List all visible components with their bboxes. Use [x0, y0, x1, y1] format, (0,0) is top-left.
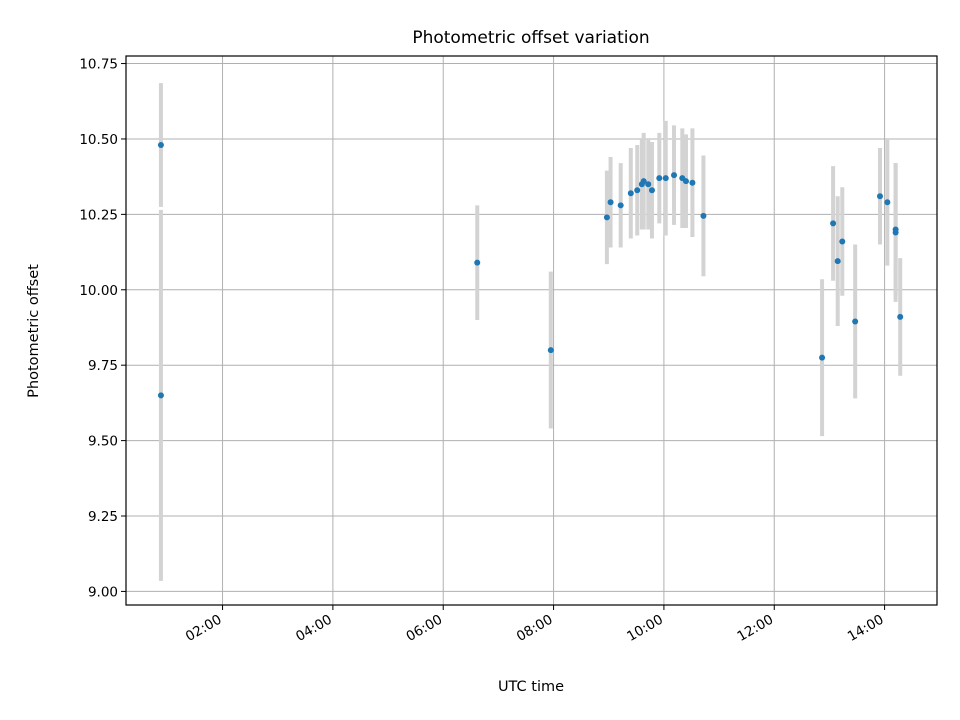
y-tick-label: 10.75 [79, 57, 118, 73]
data-point [852, 318, 859, 325]
data-point [682, 178, 689, 185]
data-point [474, 259, 481, 266]
data-point [617, 202, 624, 209]
x-tick-label: 02:00 [183, 612, 225, 645]
data-point [547, 347, 554, 354]
chart-title: Photometric offset variation [412, 28, 649, 48]
data-point [157, 392, 164, 399]
x-axis-ticks: 02:00 04:00 06:00 08:00 10:00 12:00 14:00 [183, 605, 887, 645]
y-tick-label: 10.00 [79, 283, 118, 299]
data-point [656, 175, 663, 182]
y-axis-label: Photometric offset [26, 264, 42, 398]
data-point [634, 187, 641, 194]
x-tick-label: 06:00 [404, 612, 446, 645]
y-tick-label: 9.75 [88, 358, 118, 374]
y-tick-label: 9.50 [88, 434, 118, 450]
data-point [884, 199, 891, 206]
data-point [834, 258, 841, 265]
data-point [876, 193, 883, 200]
data-point [607, 199, 614, 206]
data-point [645, 181, 652, 188]
data-point [897, 313, 904, 320]
x-axis-label: UTC time [498, 679, 564, 695]
data-point [839, 238, 846, 245]
data-point [648, 187, 655, 194]
data-point [689, 179, 696, 186]
y-axis-ticks: 9.00 9.25 9.50 9.75 10.00 10.25 10.50 10.75 [79, 57, 126, 600]
data-point [671, 172, 678, 179]
x-tick-label: 12:00 [735, 612, 777, 645]
data-point [830, 220, 837, 227]
data-point [157, 141, 164, 148]
data-point [640, 178, 647, 185]
y-tick-label: 9.25 [88, 509, 118, 525]
error-bars [158, 83, 903, 581]
x-tick-label: 10:00 [624, 612, 666, 645]
x-tick-label: 08:00 [514, 612, 556, 645]
y-tick-label: 9.00 [88, 584, 118, 600]
data-points [157, 141, 904, 399]
data-point [700, 212, 707, 219]
data-point [627, 190, 634, 197]
y-tick-label: 10.25 [79, 207, 118, 223]
x-tick-label: 04:00 [293, 612, 335, 645]
y-tick-label: 10.50 [79, 132, 118, 148]
x-tick-label: 14:00 [845, 612, 887, 645]
data-point [662, 175, 669, 182]
data-point [892, 226, 899, 233]
data-point [819, 354, 826, 361]
grid [126, 56, 937, 605]
data-point [603, 214, 610, 221]
plot-frame [125, 55, 938, 606]
